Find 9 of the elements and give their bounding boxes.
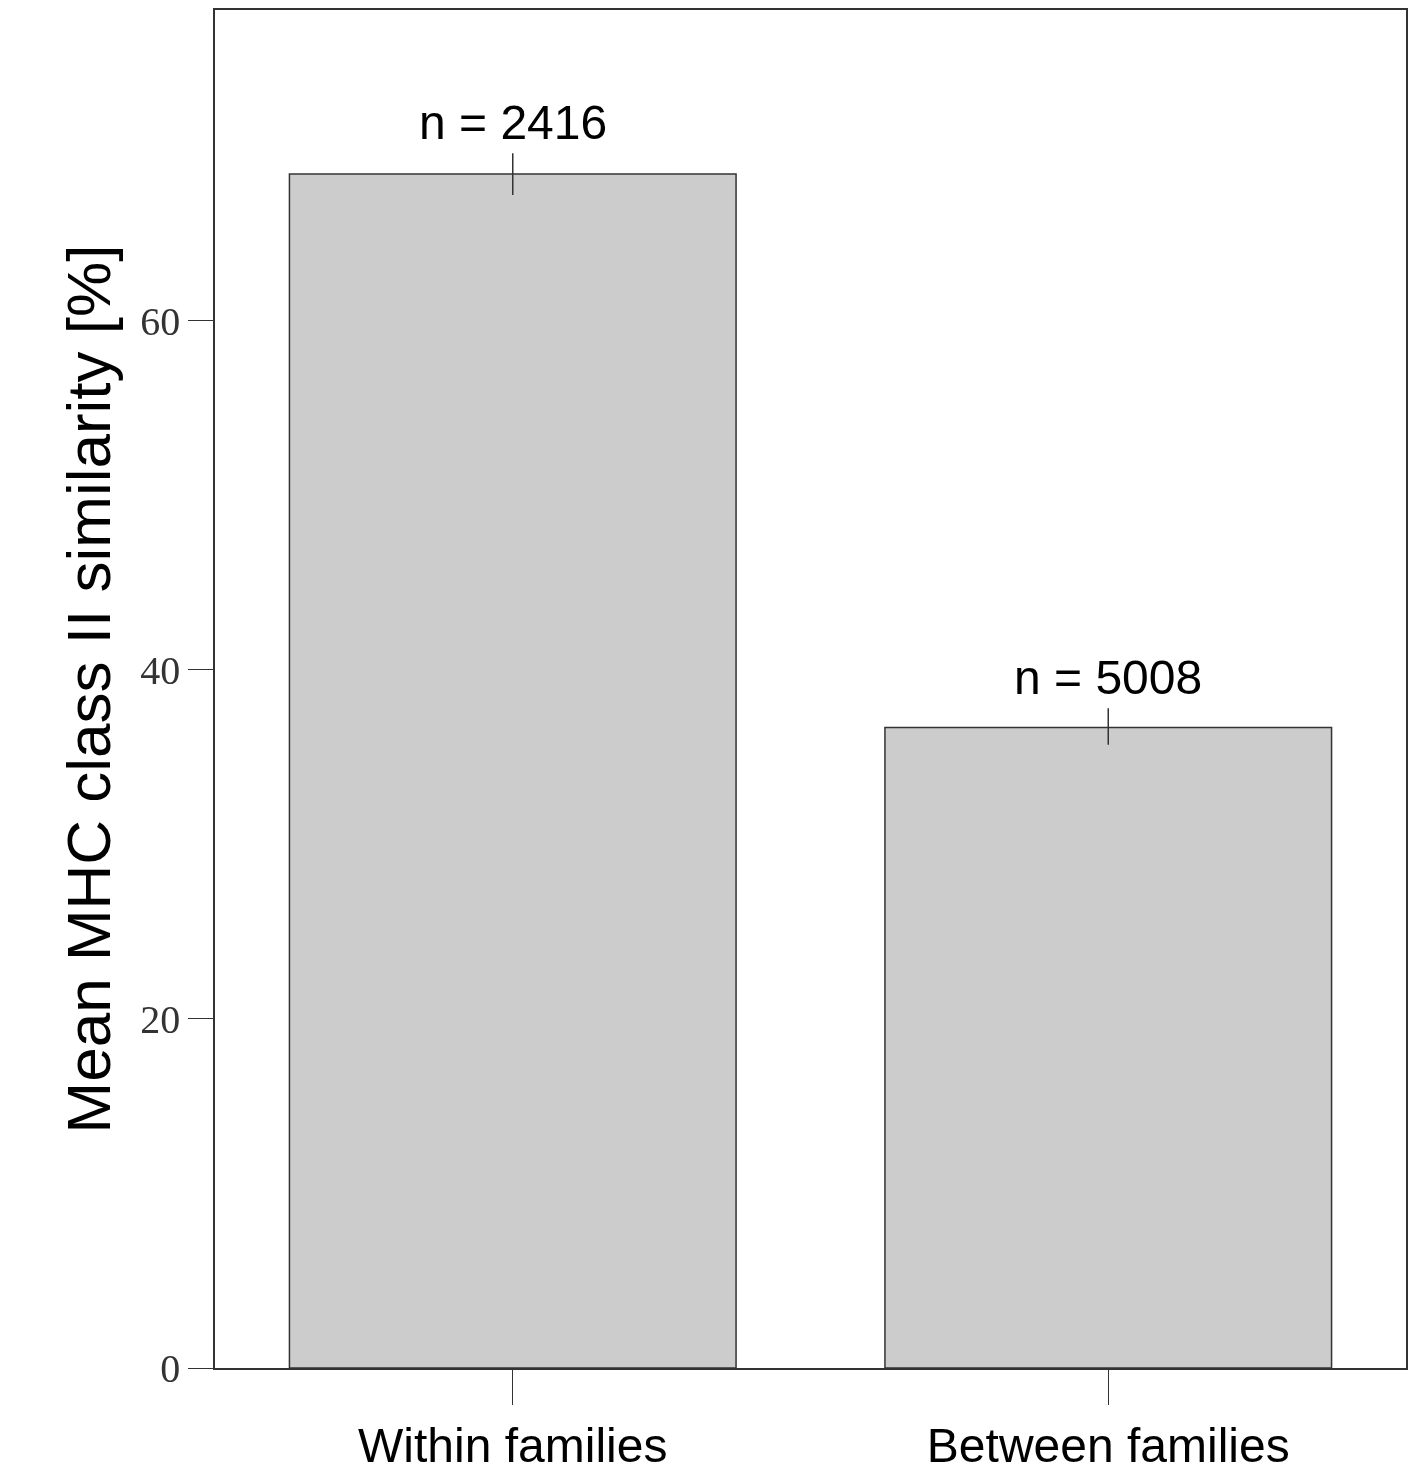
y-tick-label: 60 (140, 298, 181, 344)
y-tick-label: 40 (140, 647, 181, 693)
x-tick-label: Between families (926, 1419, 1290, 1473)
y-axis-title: Mean MHC class II similarity [%] (53, 244, 123, 1134)
x-tick-label: Within families (358, 1419, 668, 1473)
y-tick-label: 20 (140, 996, 181, 1042)
annotation: n = 2416 (419, 96, 608, 149)
y-tick-label: 0 (160, 1346, 181, 1391)
annotation: n = 5008 (1014, 651, 1203, 704)
